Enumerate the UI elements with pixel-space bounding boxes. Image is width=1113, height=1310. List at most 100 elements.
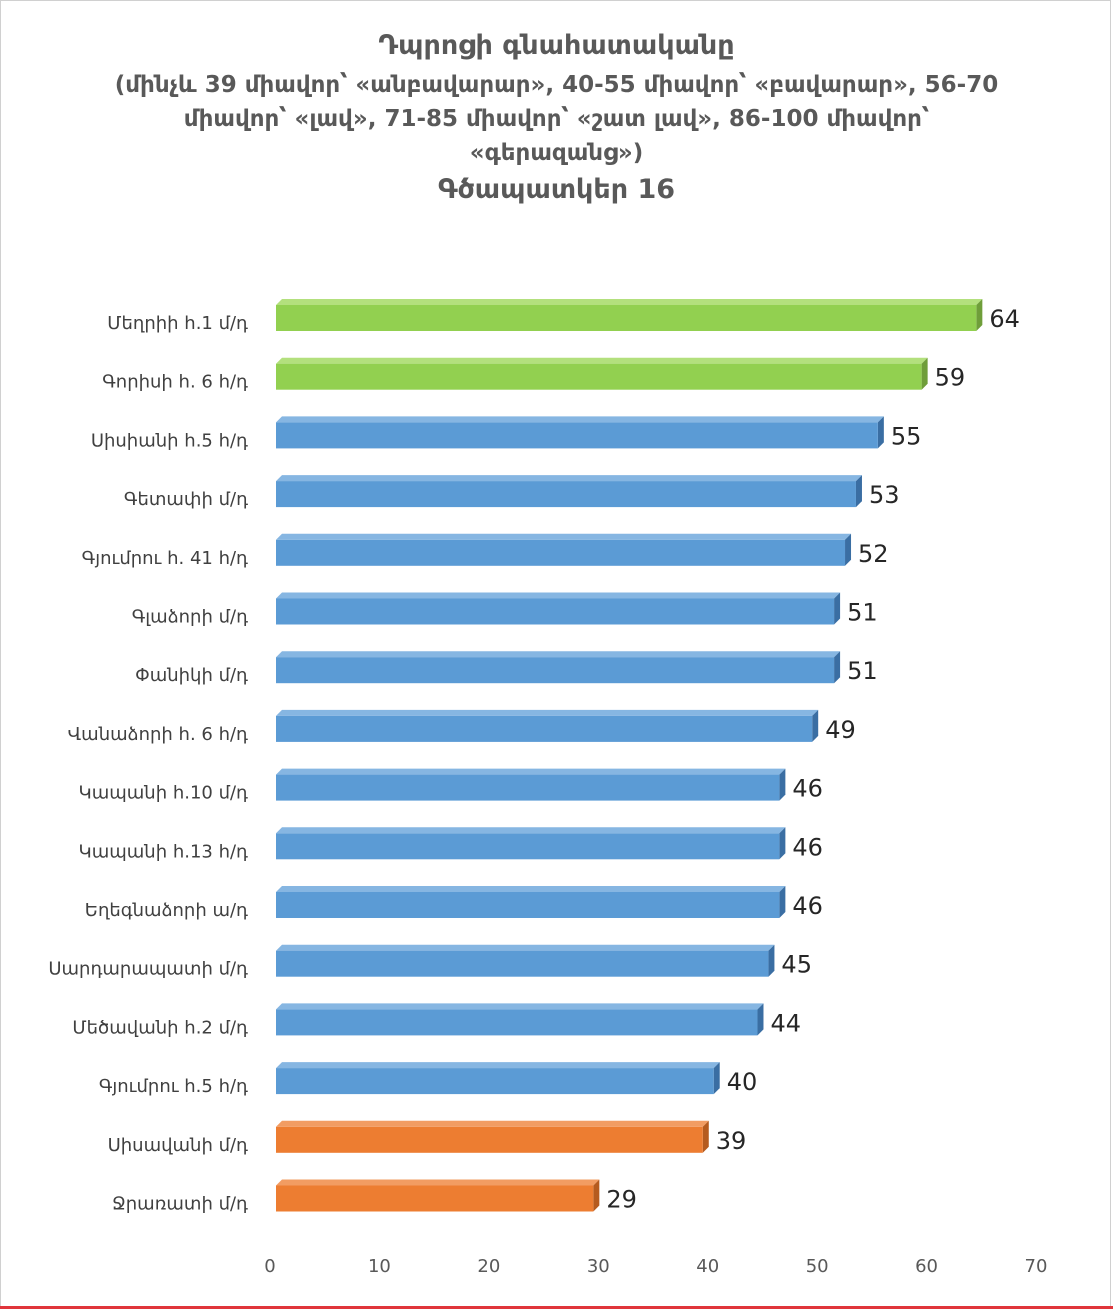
bar (276, 416, 884, 449)
bar (276, 475, 862, 508)
bar-side-face (779, 886, 786, 918)
bar-side-face (976, 299, 983, 331)
data-label: 29 (606, 1186, 637, 1214)
bar-front-face (276, 539, 846, 566)
bar-front-face (276, 774, 780, 801)
x-tick-label: 70 (1025, 1256, 1048, 1277)
category-label: Սիսիանի հ.5 հ/դ (91, 430, 248, 451)
bar-top-face (276, 475, 862, 482)
bar-front-face (276, 598, 835, 625)
bar (276, 592, 841, 625)
bars-layer (276, 299, 983, 1212)
data-label: 51 (847, 657, 878, 685)
data-label: 46 (792, 833, 823, 861)
bar-side-face (757, 1003, 764, 1036)
bar (276, 827, 786, 860)
data-label: 55 (891, 422, 922, 450)
bar-top-face (276, 533, 852, 540)
category-labels: Մեղրիի հ.1 մ/դ Գորիսի հ. 6 հ/դ Սիսիանի հ.5… (48, 313, 248, 1215)
data-label: 59 (935, 364, 966, 392)
category-label: Փանիկի մ/դ (135, 665, 248, 686)
category-label: Վանաձորի հ. 6 հ/դ (68, 724, 248, 745)
bar-front-face (276, 950, 769, 977)
category-label: Գորիսի հ. 6 հ/դ (102, 372, 248, 393)
bar (276, 1120, 709, 1153)
data-label: 39 (716, 1127, 747, 1155)
bar-side-face (779, 827, 786, 860)
category-label: Գյումրու հ.5 հ/դ (99, 1076, 248, 1097)
bar-top-face (276, 651, 841, 658)
bar-side-face (834, 651, 841, 684)
data-label: 45 (781, 951, 812, 979)
category-label: Եղեգնաձորի ա/դ (85, 900, 248, 921)
bar (276, 1062, 720, 1095)
category-label: Սիսավանի մ/դ (108, 1135, 248, 1156)
bar-side-face (877, 416, 884, 449)
category-label: Կապանի հ.10 մ/դ (79, 783, 249, 804)
bar-side-face (713, 1062, 720, 1095)
data-label: 49 (825, 716, 856, 744)
bar-front-face (276, 1068, 714, 1095)
bar (276, 1003, 764, 1036)
chart-title-block: Դպրոցի գնահատականը (մինչև 39 միավոր՝ «ան… (0, 28, 1113, 208)
bar-top-face (276, 827, 786, 834)
bar (276, 709, 819, 742)
category-label: Գյումրու հ. 41 հ/դ (82, 548, 248, 569)
bar (276, 357, 928, 390)
bar-top-face (276, 709, 819, 716)
bar-front-face (276, 481, 856, 508)
data-label: 44 (770, 1009, 801, 1037)
bar-side-face (834, 592, 841, 625)
bar-top-face (276, 886, 786, 892)
data-label: 52 (858, 540, 889, 568)
data-label: 64 (989, 305, 1020, 333)
x-tick-label: 10 (368, 1256, 391, 1277)
x-tick-label: 0 (264, 1256, 275, 1277)
bar-top-face (276, 1003, 764, 1010)
bar-side-face (593, 1179, 600, 1212)
data-label: 46 (792, 775, 823, 803)
value-labels: 64 59 55 53 52 51 51 49 46 46 46 45 44 40 39 29 (606, 305, 1020, 1214)
bar-front-face (276, 363, 922, 390)
x-tick-label: 50 (806, 1256, 829, 1277)
bar-front-face (276, 892, 780, 918)
data-label: 40 (727, 1068, 758, 1096)
x-tick-label: 20 (477, 1256, 500, 1277)
bar-side-face (702, 1120, 709, 1153)
bar-top-face (276, 299, 983, 305)
bar-front-face (276, 833, 780, 860)
category-label: Կապանի հ.13 հ/դ (79, 841, 249, 862)
bar-front-face (276, 1009, 758, 1036)
bar (276, 533, 852, 566)
bar-side-face (768, 944, 775, 977)
data-label: 46 (792, 892, 823, 920)
bar-front-face (276, 715, 813, 742)
bar (276, 299, 983, 331)
bar-front-face (276, 1185, 594, 1212)
bar-side-face (845, 533, 852, 566)
x-tick-label: 30 (587, 1256, 610, 1277)
bar-top-face (276, 416, 884, 423)
chart-subtitle: (մինչև 39 միավոր՝ «անբավարար», 40-55 միա… (114, 72, 999, 166)
bar (276, 886, 786, 918)
bar-front-face (276, 305, 977, 331)
chart-title: Դպրոցի գնահատականը (378, 30, 735, 61)
x-tick-label: 60 (915, 1256, 938, 1277)
x-axis-ticks: 0 10 20 30 40 50 60 70 (264, 1256, 1047, 1277)
category-label: Մեծավանի հ.2 մ/դ (72, 1017, 248, 1038)
figure-label: Գծապատկեր 16 (437, 174, 676, 205)
category-label: Մեղրիի հ.1 մ/դ (107, 313, 248, 334)
bar-side-face (812, 709, 819, 742)
bar-front-face (276, 422, 878, 449)
bar (276, 1179, 600, 1212)
bar-top-face (276, 1120, 709, 1127)
data-label: 53 (869, 481, 900, 509)
x-tick-label: 40 (696, 1256, 719, 1277)
bottom-border-line (0, 1306, 1113, 1309)
bar-top-face (276, 768, 786, 775)
bar-side-face (779, 768, 786, 801)
bar-side-face (921, 357, 928, 390)
bar-top-face (276, 944, 775, 951)
bar (276, 768, 786, 801)
